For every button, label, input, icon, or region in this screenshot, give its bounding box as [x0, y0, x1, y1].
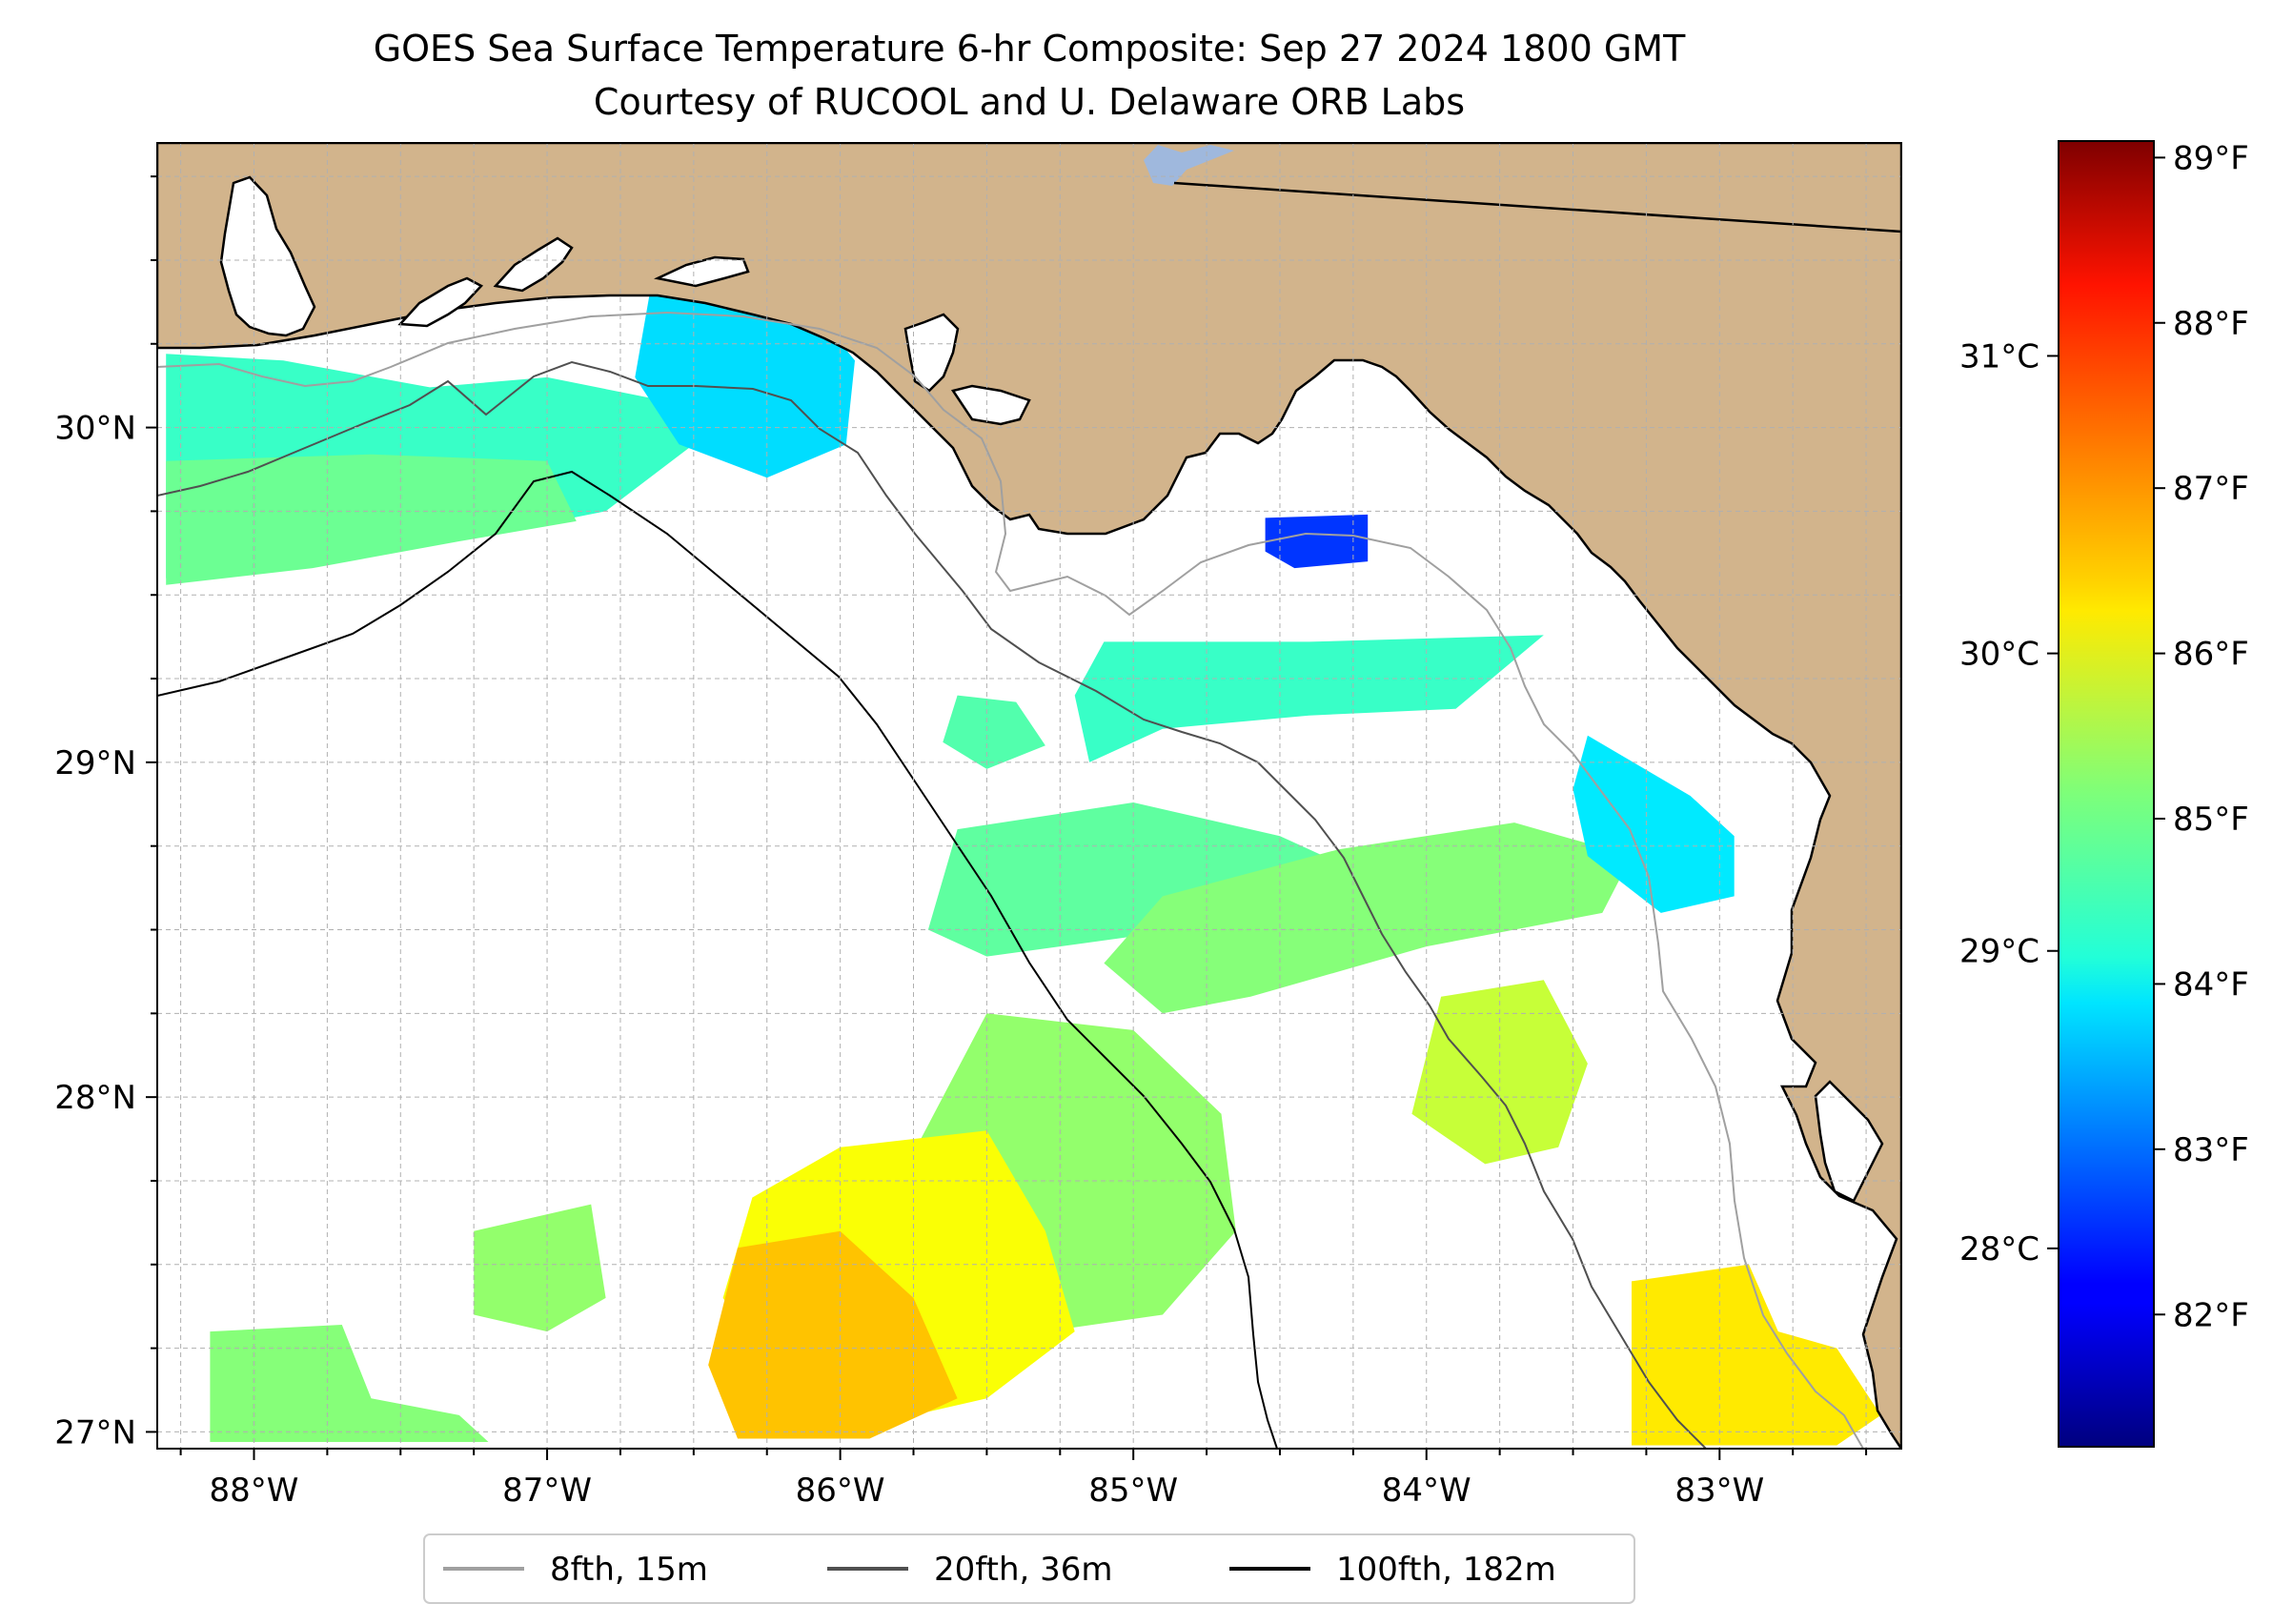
sst-patch-southwest-strip [210, 1325, 489, 1442]
sst-patch-big-bend-west-patch [943, 695, 1045, 769]
tampa-bay [1814, 1080, 1884, 1203]
lat-tick-label: 28°N [54, 1079, 136, 1117]
apalachicola-bay [950, 384, 1031, 426]
map-title: GOES Sea Surface Temperature 6-hr Compos… [374, 28, 1686, 70]
colorbar-gradient [2058, 140, 2155, 1448]
colorbar: 82°F 83°F 84°F 85°F 86°F 87°F 88°F 89°F 28°C 29°C… [1959, 139, 2249, 1448]
colorbar-f-tick-label: 84°F [2173, 965, 2249, 1004]
sst-patch-southeast-warm [1632, 1264, 1881, 1446]
lon-tick-label: 84°W [1382, 1472, 1471, 1510]
colorbar-ticks: 82°F 83°F 84°F 85°F 86°F 87°F 88°F 89°F 28°C 29°C… [1959, 139, 2249, 1334]
land-mass [157, 143, 1901, 1449]
sst-patch-southern-warm-core [708, 1230, 958, 1439]
choctawhatchee-bay [493, 236, 574, 293]
legend-label: 8fth, 15m [550, 1551, 708, 1589]
isobath-20fth [157, 360, 1707, 1449]
lat-tick-label: 27°N [54, 1413, 136, 1451]
legend-label: 100fth, 182m [1336, 1551, 1556, 1589]
legend-label: 20fth, 36m [934, 1551, 1113, 1589]
lat-tick-label: 30°N [54, 410, 136, 448]
lon-tick-label: 86°W [796, 1472, 885, 1510]
sst-patch-central-band-east [1104, 822, 1632, 1014]
axis-ticks: 88°W 87°W 86°W 85°W 84°W 83°W 27°N 28°N 29°N 30°N [54, 175, 1868, 1510]
colorbar-c-tick-label: 31°C [1959, 337, 2039, 376]
lat-tick-label: 29°N [54, 744, 136, 782]
mobile-bay [219, 175, 316, 337]
lon-tick-label: 83°W [1674, 1472, 1764, 1510]
st-andrews-bay [654, 255, 750, 288]
lake-seminole [1144, 145, 1234, 186]
sst-patch-tampa-shelf-cool [1573, 735, 1735, 913]
legend: 8fth, 15m 20fth, 36m 100fth, 182m [423, 1533, 1635, 1604]
legend-box [423, 1533, 1635, 1604]
st-joseph-bay [903, 313, 960, 393]
colorbar-c-tick-label: 30°C [1959, 636, 2039, 674]
legend-entries: 8fth, 15m 20fth, 36m 100fth, 182m [443, 1551, 1556, 1589]
colorbar-f-tick-label: 86°F [2173, 636, 2249, 674]
sst-patch-destin-cool-patch [635, 294, 855, 478]
colorbar-f-tick-label: 83°F [2173, 1131, 2249, 1169]
isobath-8fth [157, 311, 1864, 1449]
state-border-line [1173, 181, 1901, 233]
colorbar-f-tick-label: 88°F [2173, 305, 2249, 343]
gridlines [157, 143, 1901, 1449]
map-subtitle: Courtesy of RUCOOL and U. Delaware ORB L… [594, 81, 1465, 123]
lon-tick-label: 87°W [502, 1472, 592, 1510]
colorbar-f-tick-label: 82°F [2173, 1296, 2249, 1334]
colorbar-f-tick-label: 85°F [2173, 801, 2249, 839]
lon-tick-label: 88°W [210, 1472, 299, 1510]
isobath-100fth [157, 470, 1278, 1449]
colorbar-f-tick-label: 87°F [2173, 470, 2249, 508]
map-panel [156, 142, 1902, 1450]
map-frame [156, 142, 1902, 1450]
sst-patch-apalachee-cool-patch [1265, 514, 1369, 569]
sst-patch-southwest-green-patch [474, 1204, 606, 1332]
pensacola-bay [397, 276, 484, 328]
lon-tick-label: 85°W [1088, 1472, 1178, 1510]
colorbar-c-tick-label: 28°C [1959, 1230, 2039, 1269]
colorbar-f-tick-label: 89°F [2173, 139, 2249, 177]
colorbar-c-tick-label: 29°C [1959, 933, 2039, 971]
